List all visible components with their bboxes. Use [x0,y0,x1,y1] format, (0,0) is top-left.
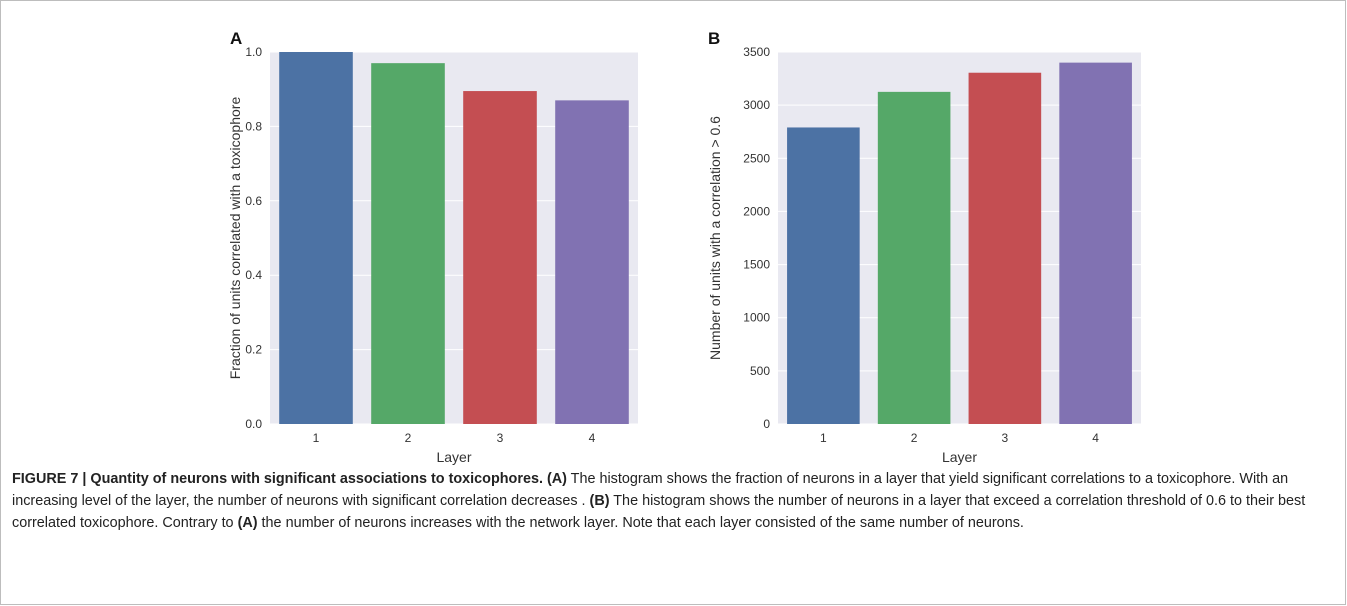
panel-b-y-axis-label: Number of units with a correlation > 0.6 [707,116,723,360]
panel-b-y-tick-label: 0 [763,417,770,431]
panel-b-y-tick-label: 3000 [743,98,770,112]
panel-b-x-tick-label: 1 [820,431,827,445]
panel-a-y-axis-label: Fraction of units correlated with a toxi… [227,97,243,380]
panel-b-bar-layer-2 [877,91,951,424]
panel-a-bar-layer-1 [279,52,353,424]
panel-a-y-tick-label: 1.0 [245,45,262,59]
panel-b-y-tick-label: 1500 [743,258,770,272]
panel-b-y-tick-label: 500 [750,364,770,378]
panel-a-y-tick-label: 0.6 [245,194,262,208]
panel-b-panel-label: B [708,29,720,48]
panel-a-y-tick-label: 0.0 [245,417,262,431]
caption-ref-b: (B) [589,493,610,509]
panel-b-x-tick-label: 2 [911,431,918,445]
panel-b-y-tick-label: 1000 [743,311,770,325]
panel-a-panel-label: A [230,29,242,48]
panel-b-y-tick-label: 2000 [743,204,770,218]
panel-a-chart: 0.0 0.2 0.4 0.6 0.8 1.0 1 2 3 4 Layer Fraction of u… [227,29,638,465]
figure-caption: FIGURE 7 | Quantity of neurons with sign… [12,468,1334,534]
figure-charts: 0.0 0.2 0.4 0.6 0.8 1.0 1 2 3 4 Layer Fraction of u… [227,29,1141,465]
panel-b-bar-layer-1 [787,127,860,424]
panel-a-y-tick-label: 0.4 [245,268,262,282]
panel-b-x-tick-label: 4 [1092,431,1099,445]
caption-text-3: the number of neurons increases with the… [257,515,1024,531]
caption-lead: FIGURE 7 | Quantity of neurons with sign… [12,471,543,487]
caption-ref-a-second: (A) [237,515,258,531]
panel-b-bar-layer-3 [968,72,1042,425]
caption-ref-a: (A) [546,471,567,487]
panel-b-x-axis-label: Layer [942,449,977,465]
panel-a-x-tick-label: 3 [497,431,504,445]
panel-a-y-tick-label: 0.2 [245,343,262,357]
panel-a-x-axis-label: Layer [436,449,471,465]
panel-b-chart: 0 500 1000 1500 2000 2500 3000 3500 1 2 3 4 Layer Num… [707,29,1141,465]
caption-text-1: The histogram shows the fraction of neur… [12,471,1289,509]
panel-b-y-tick-label: 2500 [743,151,770,165]
panel-b-x-tick-label: 3 [1002,431,1009,445]
panel-a-bar-layer-4 [555,100,629,425]
caption-text-2: The histogram shows the number of neuron… [12,493,1306,531]
panel-a-x-tick-label: 1 [313,431,320,445]
panel-a-x-tick-label: 2 [405,431,412,445]
panel-a-bar-layer-3 [463,91,537,424]
panel-a-bar-layer-2 [371,63,445,424]
panel-b-y-tick-label: 3500 [743,45,770,59]
panel-a-y-tick-label: 0.8 [245,119,262,133]
panel-a-x-tick-label: 4 [589,431,596,445]
panel-b-bar-layer-4 [1059,62,1132,424]
